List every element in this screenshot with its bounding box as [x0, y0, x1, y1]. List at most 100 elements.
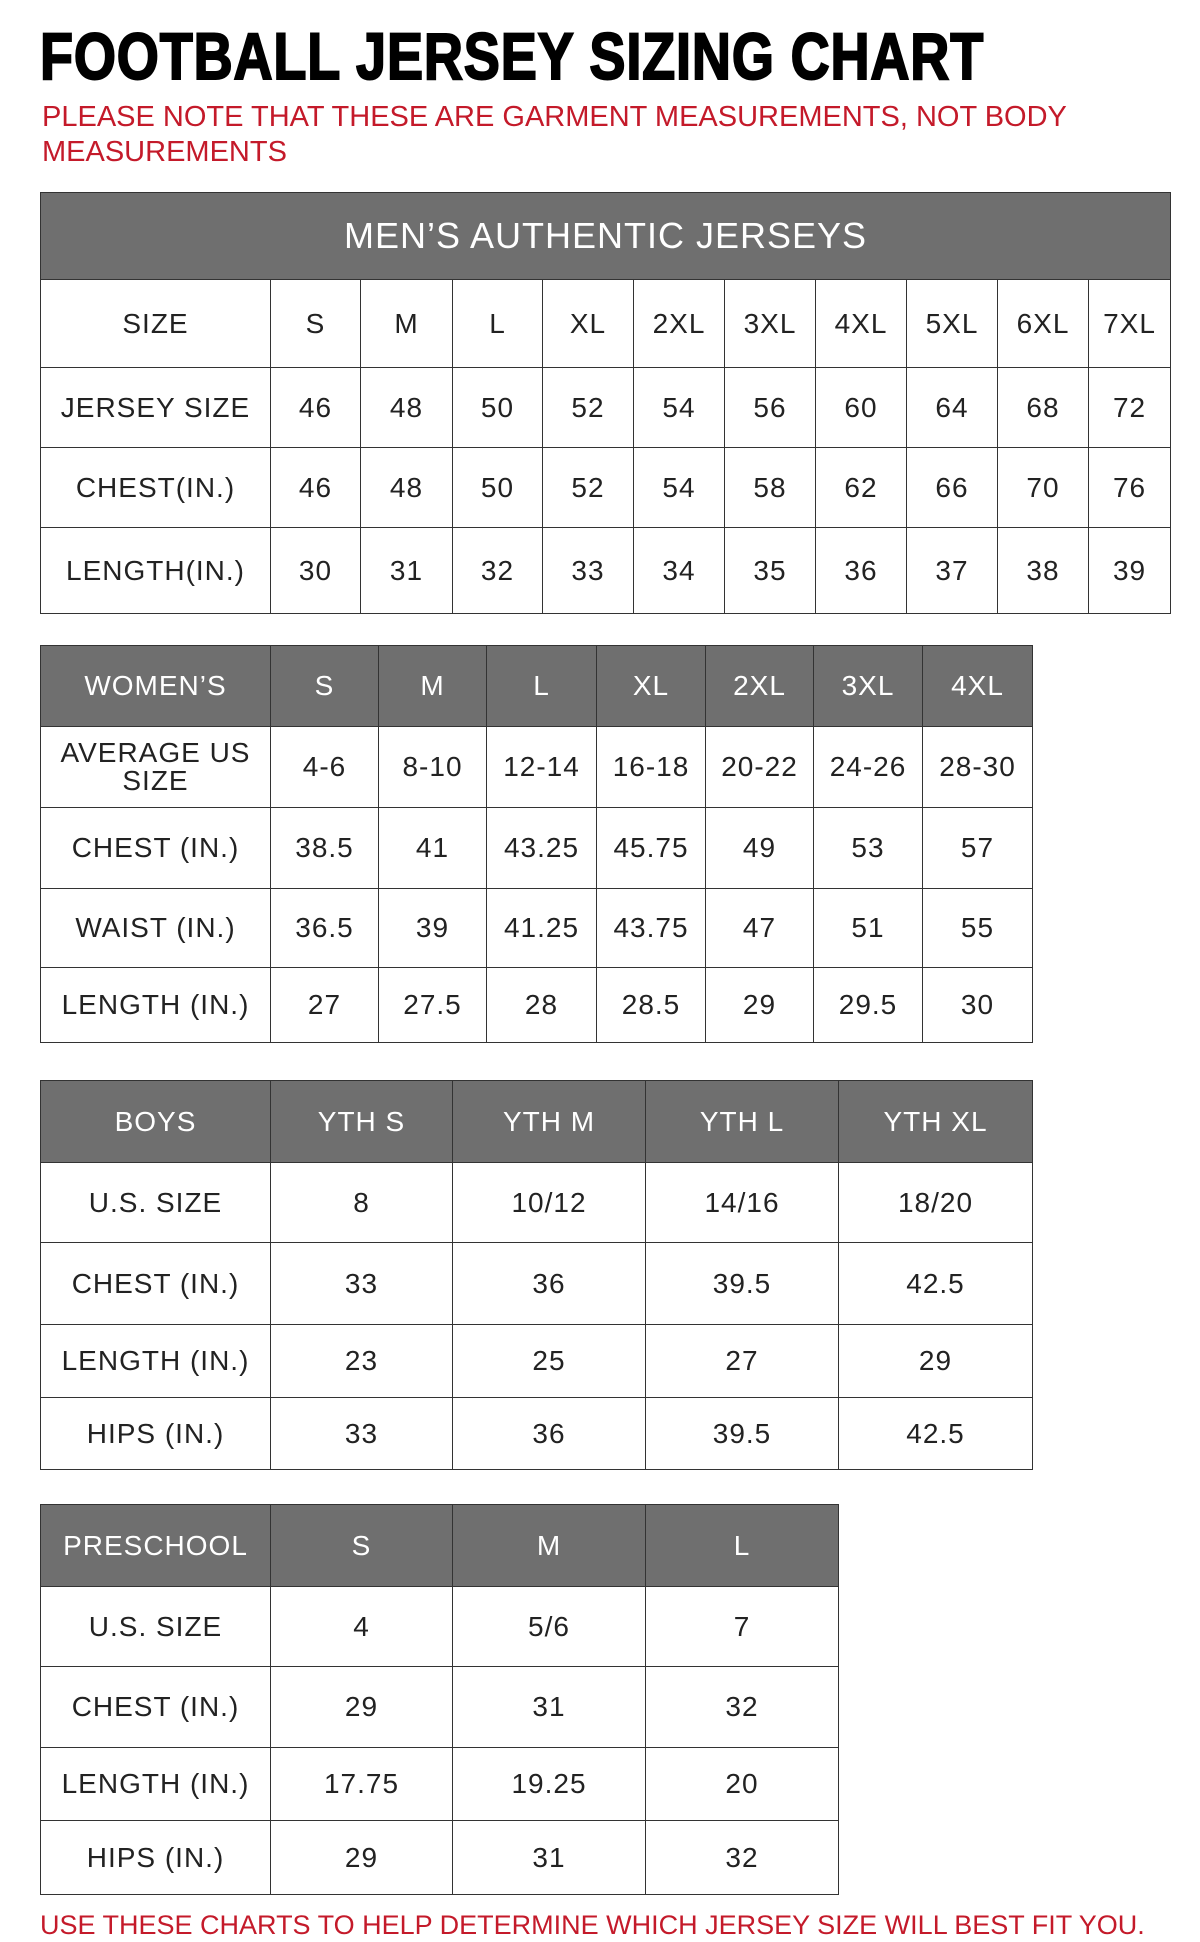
- table-row: CHEST (IN.) 33 36 39.5 42.5: [40, 1242, 1033, 1325]
- row-label: U.S. SIZE: [40, 1162, 271, 1243]
- table-row: CHEST (IN.) 38.5 41 43.25 45.75 49 53 57: [40, 807, 1033, 889]
- measurement-cell: 47: [705, 888, 814, 968]
- header-row: SIZE S M L XL 2XL 3XL 4XL 5XL 6XL 7XL: [40, 279, 1172, 368]
- table-row: HIPS (IN.) 33 36 39.5 42.5: [40, 1397, 1033, 1470]
- measurement-cell: 28-30: [922, 726, 1033, 808]
- size-header: S: [270, 279, 361, 368]
- measurement-cell: 29: [838, 1324, 1033, 1398]
- measurement-cell: 51: [813, 888, 923, 968]
- size-header: S: [270, 645, 379, 727]
- measurement-cell: 36: [815, 527, 907, 614]
- womens-table: WOMEN’S S M L XL 2XL 3XL 4XL AVERAGE US SIZE 4-6 8…: [40, 645, 1033, 1043]
- table-row: U.S. SIZE 4 5/6 7: [40, 1586, 839, 1667]
- measurement-cell: 27: [270, 967, 379, 1043]
- measurement-cell: 30: [270, 527, 361, 614]
- measurement-cell: 54: [633, 367, 725, 448]
- row-label: CHEST (IN.): [40, 807, 271, 889]
- measurement-cell: 8-10: [378, 726, 487, 808]
- measurement-cell: 48: [360, 447, 453, 528]
- header-row: WOMEN’S S M L XL 2XL 3XL 4XL: [40, 645, 1033, 727]
- measurement-cell: 5/6: [452, 1586, 646, 1667]
- measurement-cell: 16-18: [596, 726, 706, 808]
- measurement-cell: 31: [452, 1666, 646, 1748]
- measurement-cell: 42.5: [838, 1397, 1033, 1470]
- measurement-cell: 17.75: [270, 1747, 453, 1821]
- table-row: AVERAGE US SIZE 4-6 8-10 12-14 16-18 20-22 24-…: [40, 726, 1033, 808]
- size-header: M: [452, 1504, 646, 1587]
- header-row: PRESCHOOL S M L: [40, 1504, 839, 1587]
- size-header: XL: [596, 645, 706, 727]
- measurement-cell: 72: [1087, 367, 1172, 448]
- size-header: 4XL: [815, 279, 907, 368]
- table-row: LENGTH (IN.) 17.75 19.25 20: [40, 1747, 839, 1821]
- measurement-cell: 34: [633, 527, 725, 614]
- table-row: LENGTH (IN.) 23 25 27 29: [40, 1324, 1033, 1398]
- size-header: 7XL: [1087, 279, 1172, 368]
- row-label: HIPS (IN.): [40, 1397, 271, 1470]
- measurement-cell: 49: [705, 807, 814, 889]
- size-header: S: [270, 1504, 453, 1587]
- table-row: LENGTH(IN.) 30 31 32 33 34 35 36 37 38 39: [40, 527, 1172, 614]
- row-label: U.S. SIZE: [40, 1586, 271, 1667]
- measurement-cell: 39: [378, 888, 487, 968]
- measurement-cell: 68: [997, 367, 1089, 448]
- measurement-cell: 29: [270, 1666, 453, 1748]
- measurement-cell: 42.5: [838, 1242, 1033, 1325]
- measurement-cell: 39: [1087, 527, 1172, 614]
- measurement-cell: 4-6: [270, 726, 379, 808]
- measurement-cell: 35: [724, 527, 816, 614]
- measurement-cell: 12-14: [486, 726, 597, 808]
- measurement-cell: 37: [906, 527, 998, 614]
- measurement-cell: 36: [452, 1397, 646, 1470]
- size-header: YTH XL: [838, 1080, 1033, 1163]
- measurement-cell: 52: [542, 367, 634, 448]
- measurement-cell: 36: [452, 1242, 646, 1325]
- measurement-cell: 28.5: [596, 967, 706, 1043]
- size-header: 6XL: [997, 279, 1089, 368]
- footer-note: USE THESE CHARTS TO HELP DETERMINE WHICH…: [40, 1910, 1145, 1940]
- measurement-cell: 29.5: [813, 967, 923, 1043]
- measurement-cell: 39.5: [645, 1397, 839, 1470]
- size-header: 3XL: [724, 279, 816, 368]
- size-header: YTH S: [270, 1080, 453, 1163]
- measurement-cell: 27: [645, 1324, 839, 1398]
- size-header: 4XL: [922, 645, 1033, 727]
- table-row: LENGTH (IN.) 27 27.5 28 28.5 29 29.5 30: [40, 967, 1033, 1043]
- row-label: HIPS (IN.): [40, 1820, 271, 1895]
- measurement-cell: 39.5: [645, 1242, 839, 1325]
- garment-note: PLEASE NOTE THAT THESE ARE GARMENT MEASU…: [42, 101, 1067, 168]
- measurement-cell: 7: [645, 1586, 839, 1667]
- measurement-cell: 33: [542, 527, 634, 614]
- measurement-cell: 10/12: [452, 1162, 646, 1243]
- measurement-cell: 48: [360, 367, 453, 448]
- row-label: LENGTH(IN.): [40, 527, 271, 614]
- size-header: M: [378, 645, 487, 727]
- size-header: YTH L: [645, 1080, 839, 1163]
- size-header: 3XL: [813, 645, 923, 727]
- measurement-cell: 58: [724, 447, 816, 528]
- row-label: CHEST (IN.): [40, 1666, 271, 1748]
- measurement-cell: 41: [378, 807, 487, 889]
- table-row: JERSEY SIZE 46 48 50 52 54 56 60 64 68 72: [40, 367, 1172, 448]
- header-label: BOYS: [40, 1080, 271, 1163]
- measurement-cell: 46: [270, 367, 361, 448]
- row-label: AVERAGE US SIZE: [40, 726, 271, 808]
- row-label: LENGTH (IN.): [40, 1324, 271, 1398]
- measurement-cell: 25: [452, 1324, 646, 1398]
- row-label: JERSEY SIZE: [40, 367, 271, 448]
- measurement-cell: 50: [452, 367, 543, 448]
- header-label: PRESCHOOL: [40, 1504, 271, 1587]
- measurement-cell: 41.25: [486, 888, 597, 968]
- measurement-cell: 31: [452, 1820, 646, 1895]
- measurement-cell: 20: [645, 1747, 839, 1821]
- measurement-cell: 54: [633, 447, 725, 528]
- boys-table: BOYS YTH S YTH M YTH L YTH XL U.S. SIZE 8 10/12…: [40, 1080, 1033, 1470]
- table-row: CHEST(IN.) 46 48 50 52 54 58 62 66 70 76: [40, 447, 1172, 528]
- preschool-table: PRESCHOOL S M L U.S. SIZE 4 5/6 7 CHEST (IN.) 29 3…: [40, 1504, 839, 1895]
- table-row: WAIST (IN.) 36.5 39 41.25 43.75 47 51 55: [40, 888, 1033, 968]
- size-header: L: [486, 645, 597, 727]
- measurement-cell: 30: [922, 967, 1033, 1043]
- mens-table: MEN’S AUTHENTIC JERSEYS SIZE S M L XL 2XL 3XL 4X…: [39, 192, 1172, 614]
- header-label: WOMEN’S: [40, 645, 271, 727]
- size-header: YTH M: [452, 1080, 646, 1163]
